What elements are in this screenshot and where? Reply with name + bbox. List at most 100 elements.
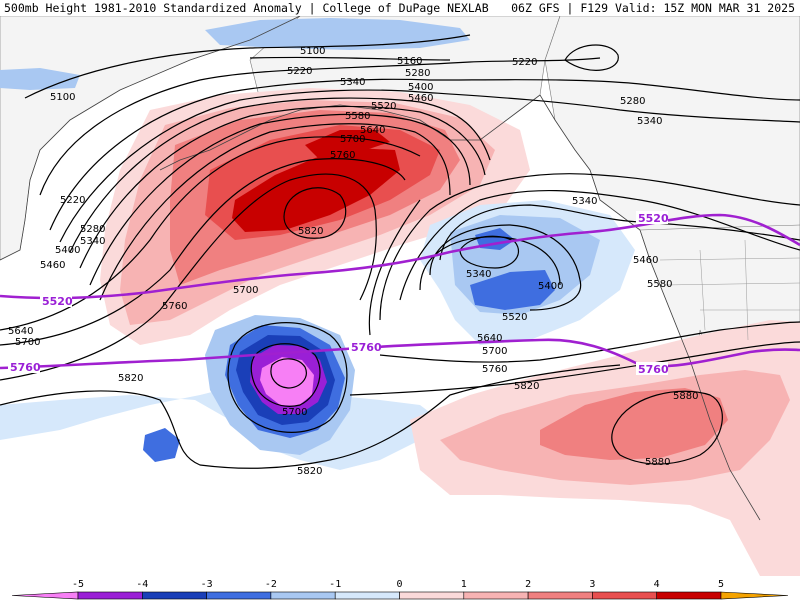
contour-5580-low xyxy=(270,358,307,389)
highlight-labels: 5520 5520 5760 5760 5760 xyxy=(8,211,669,376)
contour-label: 5820 xyxy=(297,466,322,477)
neg-anomaly-n2 xyxy=(470,270,555,310)
contour-label: 5820 xyxy=(514,381,539,392)
colorbar-bin xyxy=(399,591,465,600)
colorbar-tick-label: 2 xyxy=(525,579,531,590)
contour-5640-low xyxy=(250,343,321,407)
neg-anomaly-top-n1 xyxy=(205,18,470,50)
pos-anomaly-p4-north xyxy=(305,130,390,160)
colorbar-tick-label: 4 xyxy=(654,579,660,590)
colorbar-tick-label: 5 xyxy=(718,579,724,590)
colorbar-bin xyxy=(463,591,529,600)
contour-label: 5700 xyxy=(282,407,307,418)
contour-label: 5580 xyxy=(345,111,370,122)
contour-label: 5100 xyxy=(50,92,75,103)
contour-label: 5880 xyxy=(673,391,698,402)
contour-label: 5340 xyxy=(466,269,491,280)
highlight-label-box xyxy=(349,340,381,353)
us-canada-border xyxy=(639,224,800,231)
highlight-5520 xyxy=(0,213,800,300)
contour-label: 5400 xyxy=(55,245,80,256)
colorbar: -5 -4 -3 -2 -1 0 1 2 3 4 5 xyxy=(0,576,800,600)
colorbar-tick-label: -4 xyxy=(136,579,148,590)
contour-label: 5220 xyxy=(512,57,537,68)
highlight-label-5520: 5520 xyxy=(638,212,669,225)
contour-label: 5580 xyxy=(647,279,672,290)
contour-label: 5820 xyxy=(118,373,143,384)
contour-5520 xyxy=(89,113,471,286)
model-run-valid-time: 06Z GFS | F129 Valid: 15Z MON MAR 31 202… xyxy=(511,1,795,15)
contour-5280 xyxy=(49,78,800,231)
contour-label: 5400 xyxy=(408,82,433,93)
contour-5220b xyxy=(564,44,619,71)
contour-label: 5640 xyxy=(8,326,33,337)
contour-5100 xyxy=(24,34,471,99)
aleutian-islands xyxy=(159,109,301,171)
contour-5400-low xyxy=(429,224,582,311)
contour-5160 xyxy=(249,56,451,61)
pos-anomaly-south-p2 xyxy=(540,388,728,460)
state-borders xyxy=(659,239,800,341)
contour-5880 xyxy=(611,390,723,465)
colorbar-tick-label: -5 xyxy=(72,579,84,590)
colorbar-tick-label: -2 xyxy=(265,579,277,590)
colorbar-bins xyxy=(11,591,789,600)
contour-5700-low xyxy=(227,322,348,433)
contour-5820-east xyxy=(349,341,800,396)
contour-5820-high xyxy=(283,187,347,239)
colorbar-bin xyxy=(527,591,593,600)
contour-5760 xyxy=(0,173,377,381)
contour-5220a xyxy=(39,57,601,196)
contour-label: 5700 xyxy=(482,346,507,357)
contour-5640 xyxy=(0,136,421,331)
contour-5340-low xyxy=(439,204,800,261)
pacific-nw-coastline xyxy=(539,94,761,521)
contour-5640-outer xyxy=(379,173,800,321)
colorbar-tick-labels: -5 -4 -3 -2 -1 0 1 2 3 4 5 xyxy=(72,579,724,590)
colorbar-bin xyxy=(656,591,722,600)
pos-anomaly-p4 xyxy=(232,148,400,232)
contour-label: 5220 xyxy=(287,66,312,77)
contour-5520-low xyxy=(459,235,520,269)
contour-5580 xyxy=(99,123,451,301)
colorbar-bin xyxy=(270,591,336,600)
contour-label: 5640 xyxy=(360,125,385,136)
highlight-label-box xyxy=(636,362,668,375)
contour-label: 5280 xyxy=(620,96,645,107)
colorbar-tick-label: -1 xyxy=(329,579,341,590)
contour-label: 5280 xyxy=(405,68,430,79)
contour-label: 5340 xyxy=(80,236,105,247)
contour-label: 5340 xyxy=(340,77,365,88)
colorbar-bin xyxy=(334,591,400,600)
anomaly-map: 5100 5100 5160 5220 5220 5220 5280 5280 … xyxy=(0,16,800,576)
colorbar-bin xyxy=(142,591,207,600)
neg-anomaly-small-n2 xyxy=(143,428,180,462)
contour-label: 5520 xyxy=(371,101,396,112)
contour-label: 5340 xyxy=(572,196,597,207)
contour-label: 5760 xyxy=(162,301,187,312)
contour-label: 5460 xyxy=(40,260,65,271)
neg-anomaly-top-left-n1 xyxy=(0,68,80,90)
contour-labels: 5100 5100 5160 5220 5220 5220 5280 5280 … xyxy=(8,46,698,477)
highlight-label-5760: 5760 xyxy=(351,341,382,354)
contour-label: 5760 xyxy=(482,364,507,375)
contour-label: 5220 xyxy=(60,195,85,206)
colorbar-bin xyxy=(592,591,658,600)
contour-5400 xyxy=(69,97,491,253)
height-contours xyxy=(0,34,800,469)
contour-label: 5820 xyxy=(298,226,323,237)
anomaly-shading xyxy=(0,18,800,576)
highlight-5760 xyxy=(0,338,800,370)
contour-label: 5160 xyxy=(397,56,422,67)
contour-label: 5460 xyxy=(408,93,433,104)
contour-5340 xyxy=(59,89,800,243)
colorbar-tick-label: 3 xyxy=(589,579,595,590)
contour-label: 5280 xyxy=(80,224,105,235)
colorbar-bin xyxy=(11,591,79,600)
contour-label: 5400 xyxy=(538,281,563,292)
highlight-label-5520: 5520 xyxy=(42,295,73,308)
colorbar-tick-label: 1 xyxy=(461,579,467,590)
contour-label: 5520 xyxy=(502,312,527,323)
contour-label: 5100 xyxy=(300,46,325,57)
contour-label: 5880 xyxy=(645,457,670,468)
